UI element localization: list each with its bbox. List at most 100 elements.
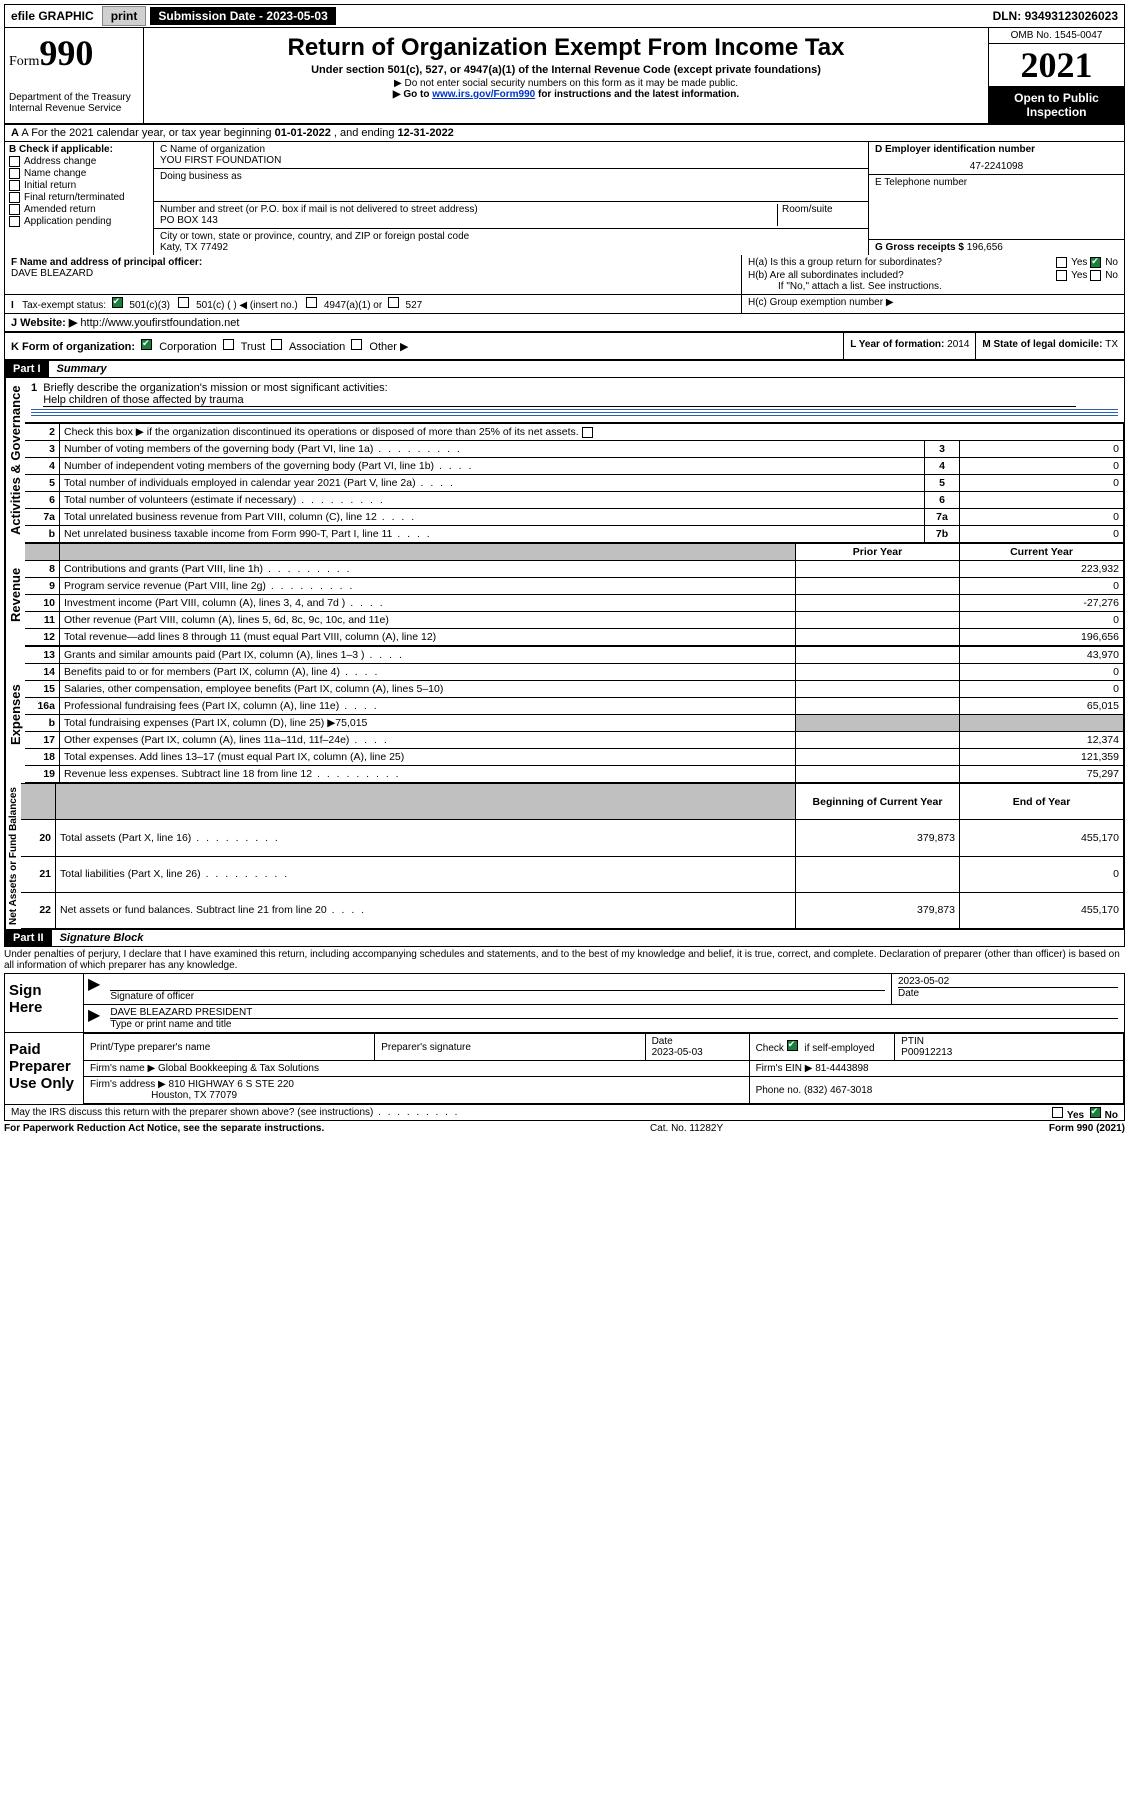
v4: 0	[960, 458, 1124, 475]
part2-header: Part II	[5, 930, 52, 946]
sig-arrow-icon: ▶	[84, 974, 104, 1004]
chk-501c[interactable]	[178, 297, 189, 308]
row-f-h: F Name and address of principal officer:…	[4, 255, 1125, 295]
hb-no-checkbox[interactable]	[1090, 270, 1101, 281]
omb-number: OMB No. 1545-0047	[989, 28, 1124, 44]
subtitle-1: Under section 501(c), 527, or 4947(a)(1)…	[150, 64, 982, 76]
revenue-table: Prior YearCurrent Year 8Contributions an…	[25, 543, 1124, 646]
sign-section: Sign Here ▶ Signature of officer 2023-05…	[4, 973, 1125, 1033]
side-activities: Activities & Governance	[5, 378, 25, 543]
sig-date: 2023-05-02	[898, 976, 1118, 988]
row-klm: K Form of organization: Corporation Trus…	[4, 333, 1125, 361]
print-button[interactable]: print	[102, 6, 147, 26]
h-c: H(c) Group exemption number ▶	[742, 295, 1124, 313]
q1-value: Help children of those affected by traum…	[43, 394, 1076, 407]
prep-name-label: Print/Type preparer's name	[84, 1034, 375, 1061]
sig-officer-label: Signature of officer	[110, 991, 194, 1002]
summary-table-top: 2Check this box ▶ if the organization di…	[25, 423, 1124, 543]
dba-label: Doing business as	[160, 171, 242, 182]
chk-association[interactable]	[271, 339, 282, 350]
v6	[960, 492, 1124, 509]
gross-receipts-value: 196,656	[967, 242, 1003, 253]
q6: Total number of volunteers (estimate if …	[60, 492, 925, 509]
chk-501c3[interactable]	[112, 297, 123, 308]
chk-trust[interactable]	[223, 339, 234, 350]
chk-initial-return[interactable]: Initial return	[9, 180, 149, 191]
part1-header: Part I	[5, 361, 49, 377]
row-i-hc: I Tax-exempt status: 501(c)(3) 501(c) ( …	[4, 295, 1125, 314]
v7b: 0	[960, 526, 1124, 543]
submission-date: Submission Date - 2023-05-03	[150, 7, 335, 25]
form-header: Form990 Department of the Treasury Inter…	[4, 28, 1125, 125]
form-number: Form990	[9, 32, 139, 74]
chk-self-employed[interactable]	[787, 1040, 798, 1051]
chk-address-change[interactable]: Address change	[9, 156, 149, 167]
officer-name: DAVE BLEAZARD	[11, 268, 93, 279]
discuss-no-checkbox[interactable]	[1090, 1107, 1101, 1118]
chk-application-pending[interactable]: Application pending	[9, 216, 149, 227]
row-a-tax-year: A A For the 2021 calendar year, or tax y…	[4, 125, 1125, 142]
room-label: Room/suite	[782, 204, 833, 215]
chk-amended-return[interactable]: Amended return	[9, 204, 149, 215]
sig-name-label: Type or print name and title	[110, 1019, 231, 1030]
open-inspection: Open to Public Inspection	[989, 87, 1124, 123]
ha-no-checkbox[interactable]	[1090, 257, 1101, 268]
city-label: City or town, state or province, country…	[160, 231, 469, 242]
chk-corporation[interactable]	[141, 339, 152, 350]
form-title: Return of Organization Exempt From Incom…	[150, 34, 982, 62]
discuss-row: May the IRS discuss this return with the…	[4, 1105, 1125, 1121]
topbar: efile GRAPHIC print Submission Date - 20…	[4, 4, 1125, 28]
q7a: Total unrelated business revenue from Pa…	[60, 509, 925, 526]
preparer-label: Paid Preparer Use Only	[5, 1033, 83, 1104]
h-a: H(a) Is this a group return for subordin…	[748, 257, 1118, 268]
chk-name-change[interactable]: Name change	[9, 168, 149, 179]
chk-final-return[interactable]: Final return/terminated	[9, 192, 149, 203]
efile-label: efile GRAPHIC	[5, 7, 100, 25]
chk-527[interactable]	[388, 297, 399, 308]
org-name: YOU FIRST FOUNDATION	[160, 155, 862, 166]
v5: 0	[960, 475, 1124, 492]
footer-left: For Paperwork Reduction Act Notice, see …	[4, 1123, 324, 1134]
footer-right: Form 990 (2021)	[1049, 1123, 1125, 1134]
chk-discontinued[interactable]	[582, 427, 593, 438]
v3: 0	[960, 441, 1124, 458]
identity-block: B Check if applicable: Address change Na…	[4, 142, 1125, 255]
q7b: Net unrelated business taxable income fr…	[60, 526, 925, 543]
dept-irs: Internal Revenue Service	[9, 103, 139, 114]
sig-date-label: Date	[898, 988, 919, 999]
preparer-section: Paid Preparer Use Only Print/Type prepar…	[4, 1033, 1125, 1105]
sig-arrow-icon-2: ▶	[84, 1005, 104, 1032]
discuss-yes-checkbox[interactable]	[1052, 1107, 1063, 1118]
dept-treasury: Department of the Treasury	[9, 92, 139, 103]
q3: Number of voting members of the governin…	[60, 441, 925, 458]
q2: Check this box ▶ if the organization dis…	[60, 424, 1124, 441]
chk-4947[interactable]	[306, 297, 317, 308]
org-name-label: C Name of organization	[160, 144, 265, 155]
declaration: Under penalties of perjury, I declare th…	[4, 947, 1125, 973]
street-value: PO BOX 143	[160, 215, 777, 226]
part1-title: Summary	[49, 361, 115, 377]
website-value: http://www.youfirstfoundation.net	[80, 317, 239, 329]
city-value: Katy, TX 77492	[160, 242, 862, 253]
tax-year: 2021	[989, 44, 1124, 87]
q1-label: Briefly describe the organization's miss…	[43, 382, 387, 394]
sig-name: DAVE BLEAZARD PRESIDENT	[110, 1007, 1118, 1019]
q5: Total number of individuals employed in …	[60, 475, 925, 492]
chk-other[interactable]	[351, 339, 362, 350]
ha-yes-checkbox[interactable]	[1056, 257, 1067, 268]
sign-here-label: Sign Here	[5, 974, 83, 1032]
ein-label: D Employer identification number	[875, 144, 1035, 155]
col-c-org-info: C Name of organization YOU FIRST FOUNDAT…	[154, 142, 868, 255]
hb-yes-checkbox[interactable]	[1056, 270, 1067, 281]
col-d-ein: D Employer identification number 47-2241…	[868, 142, 1124, 255]
page-footer: For Paperwork Reduction Act Notice, see …	[4, 1121, 1125, 1136]
firm-ein: 81-4443898	[815, 1063, 868, 1074]
telephone-label: E Telephone number	[875, 177, 967, 188]
instructions-link[interactable]: www.irs.gov/Form990	[432, 89, 535, 100]
firm-addr1: 810 HIGHWAY 6 S STE 220	[169, 1079, 294, 1090]
year-formation: L Year of formation: 2014	[843, 333, 975, 359]
subtitle-2: ▶ Do not enter social security numbers o…	[150, 78, 982, 89]
part2-title: Signature Block	[52, 930, 152, 946]
firm-addr2: Houston, TX 77079	[151, 1090, 237, 1101]
state-domicile: M State of legal domicile: TX	[975, 333, 1124, 359]
